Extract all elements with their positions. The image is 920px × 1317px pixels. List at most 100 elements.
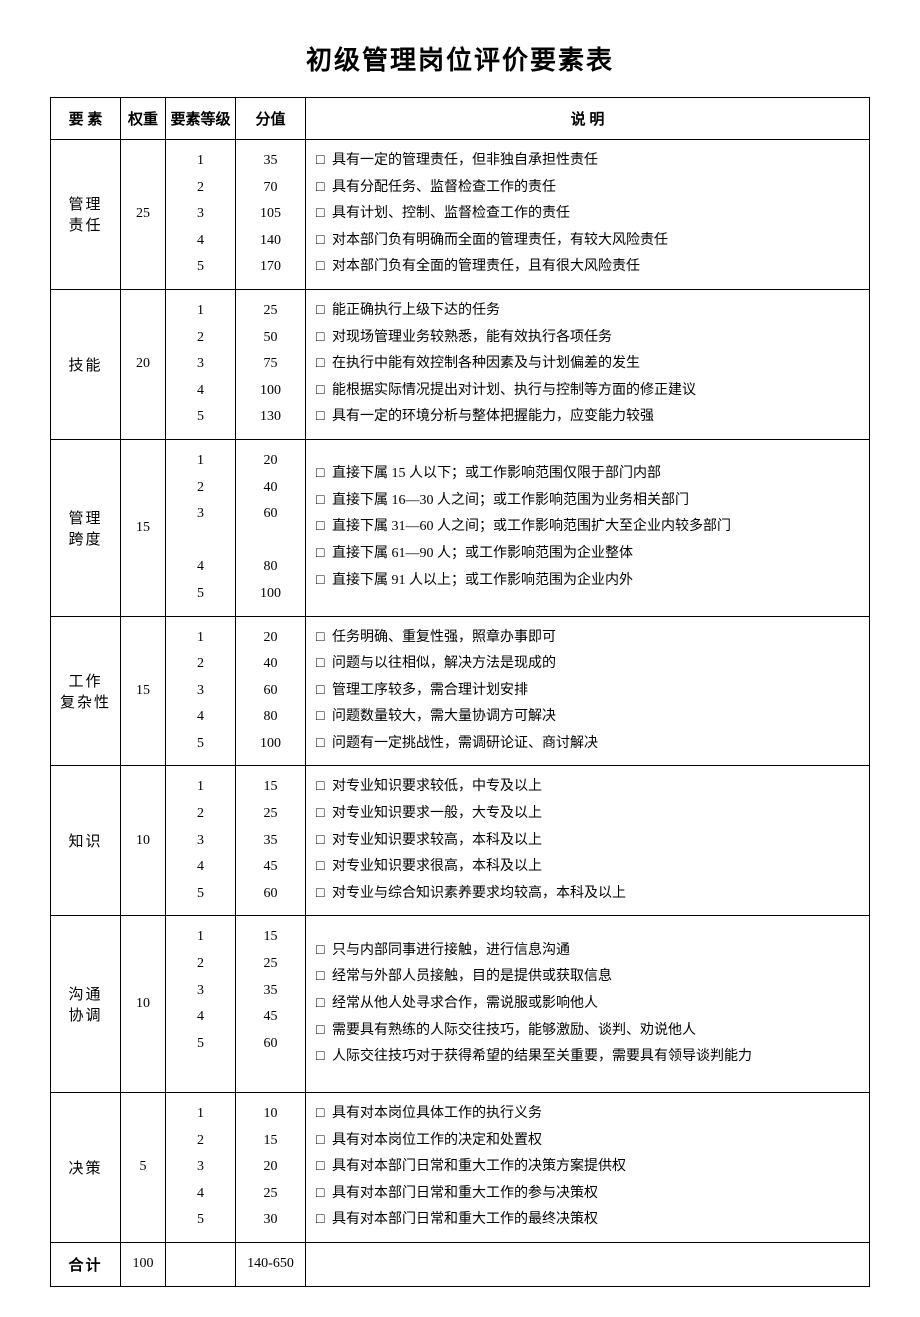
desc-line: □ 经常与外部人员接触，目的是提供或获取信息 <box>316 964 859 991</box>
desc-line: □ 具有对本岗位工作的决定和处置权 <box>316 1128 859 1155</box>
score-value: 40 <box>240 651 301 678</box>
desc-cell: □ 能正确执行上级下达的任务□ 对现场管理业务较熟悉，能有效执行各项任务□ 在执… <box>306 289 870 439</box>
checkbox-icon: □ <box>316 704 324 731</box>
checkbox-icon: □ <box>316 1207 324 1234</box>
desc-line: □ 对专业知识要求一般，大专及以上 <box>316 801 859 828</box>
score-value: 15 <box>240 924 301 951</box>
level-value: 2 <box>170 475 231 502</box>
factor-name-cell: 工作复杂性 <box>51 616 121 766</box>
desc-line: □ 具有分配任务、监督检查工作的责任 <box>316 175 859 202</box>
score-value: 60 <box>240 881 301 908</box>
levels-cell: 12345 <box>166 289 236 439</box>
level-value: 4 <box>170 228 231 255</box>
score-value: 100 <box>240 378 301 405</box>
checkbox-icon: □ <box>316 488 324 515</box>
desc-line: □ 任务明确、重复性强，照章办事即可 <box>316 625 859 652</box>
desc-line: □ 具有计划、控制、监督检查工作的责任 <box>316 201 859 228</box>
score-value: 20 <box>240 1154 301 1181</box>
desc-line: □ 对专业知识要求较高，本科及以上 <box>316 828 859 855</box>
level-value: 1 <box>170 298 231 325</box>
level-value: 2 <box>170 325 231 352</box>
levels-cell: 12345 <box>166 616 236 766</box>
checkbox-icon: □ <box>316 175 324 202</box>
factor-name-cell: 沟通协调 <box>51 916 121 1093</box>
score-value: 45 <box>240 1004 301 1031</box>
level-value: 4 <box>170 1181 231 1208</box>
checkbox-icon: □ <box>316 854 324 881</box>
desc-line: □ 对专业与综合知识素养要求均较高，本科及以上 <box>316 881 859 908</box>
checkbox-icon: □ <box>316 378 324 405</box>
level-value: 3 <box>170 351 231 378</box>
header-weight: 权重 <box>121 98 166 140</box>
checkbox-icon: □ <box>316 801 324 828</box>
levels-cell: 123 45 <box>166 439 236 616</box>
score-value: 10 <box>240 1101 301 1128</box>
checkbox-icon: □ <box>316 881 324 908</box>
score-value: 60 <box>240 1031 301 1058</box>
level-value: 5 <box>170 1031 231 1058</box>
total-level <box>166 1242 236 1286</box>
desc-line: □ 对本部门负有明确而全面的管理责任，有较大风险责任 <box>316 228 859 255</box>
desc-line: □ 具有一定的环境分析与整体把握能力，应变能力较强 <box>316 404 859 431</box>
score-value: 15 <box>240 1128 301 1155</box>
scores-cell: 3570105140170 <box>236 140 306 290</box>
level-value: 3 <box>170 501 231 528</box>
desc-line: □ 具有对本部门日常和重大工作的参与决策权 <box>316 1181 859 1208</box>
checkbox-icon: □ <box>316 1018 324 1045</box>
desc-line: □ 能正确执行上级下达的任务 <box>316 298 859 325</box>
desc-line: □ 直接下属 31—60 人之间；或工作影响范围扩大至企业内较多部门 <box>316 514 859 541</box>
desc-line: □ 经常从他人处寻求合作，需说服或影响他人 <box>316 991 859 1018</box>
desc-line: □ 管理工序较多，需合理计划安排 <box>316 678 859 705</box>
levels-cell: 12345 <box>166 916 236 1093</box>
header-desc: 说 明 <box>306 98 870 140</box>
desc-line: □ 具有对本部门日常和重大工作的最终决策权 <box>316 1207 859 1234</box>
level-value: 5 <box>170 254 231 281</box>
desc-line: □ 对专业知识要求较低，中专及以上 <box>316 774 859 801</box>
scores-cell: 255075100130 <box>236 289 306 439</box>
score-value: 100 <box>240 581 301 608</box>
score-value: 35 <box>240 828 301 855</box>
checkbox-icon: □ <box>316 568 324 595</box>
table-row: 管理跨度15123 45204060 80100□ 直接下属 15 人以下；或工… <box>51 439 870 616</box>
score-value: 25 <box>240 801 301 828</box>
scores-cell: 1015202530 <box>236 1093 306 1243</box>
weight-cell: 15 <box>121 616 166 766</box>
level-value: 2 <box>170 651 231 678</box>
level-value: 3 <box>170 828 231 855</box>
table-row: 管理责任25123453570105140170□ 具有一定的管理责任，但非独自… <box>51 140 870 290</box>
desc-line: □ 直接下属 16—30 人之间；或工作影响范围为业务相关部门 <box>316 488 859 515</box>
level-value: 1 <box>170 1101 231 1128</box>
desc-cell: □ 具有一定的管理责任，但非独自承担性责任□ 具有分配任务、监督检查工作的责任□… <box>306 140 870 290</box>
score-value: 35 <box>240 148 301 175</box>
checkbox-icon: □ <box>316 298 324 325</box>
checkbox-icon: □ <box>316 774 324 801</box>
desc-cell: □ 任务明确、重复性强，照章办事即可□ 问题与以往相似，解决方法是现成的□ 管理… <box>306 616 870 766</box>
score-value: 45 <box>240 854 301 881</box>
score-value: 75 <box>240 351 301 378</box>
score-value: 80 <box>240 704 301 731</box>
total-desc <box>306 1242 870 1286</box>
table-header-row: 要 素 权重 要素等级 分值 说 明 <box>51 98 870 140</box>
checkbox-icon: □ <box>316 514 324 541</box>
level-value: 1 <box>170 448 231 475</box>
table-row: 决策5123451015202530□ 具有对本岗位具体工作的执行义务□ 具有对… <box>51 1093 870 1243</box>
score-value: 30 <box>240 1207 301 1234</box>
scores-cell: 20406080100 <box>236 616 306 766</box>
score-value: 130 <box>240 404 301 431</box>
level-value: 3 <box>170 201 231 228</box>
desc-cell: □ 只与内部同事进行接触，进行信息沟通□ 经常与外部人员接触，目的是提供或获取信… <box>306 916 870 1093</box>
level-value: 1 <box>170 148 231 175</box>
checkbox-icon: □ <box>316 1181 324 1208</box>
table-row: 知识10123451525354560□ 对专业知识要求较低，中专及以上□ 对专… <box>51 766 870 916</box>
score-value: 25 <box>240 1181 301 1208</box>
score-value: 15 <box>240 774 301 801</box>
score-value: 25 <box>240 951 301 978</box>
evaluation-table: 要 素 权重 要素等级 分值 说 明 管理责任25123453570105140… <box>50 97 870 1287</box>
desc-line: □ 只与内部同事进行接触，进行信息沟通 <box>316 938 859 965</box>
checkbox-icon: □ <box>316 1154 324 1181</box>
checkbox-icon: □ <box>316 461 324 488</box>
level-value: 5 <box>170 881 231 908</box>
score-value: 40 <box>240 475 301 502</box>
desc-line: □ 直接下属 61—90 人；或工作影响范围为企业整体 <box>316 541 859 568</box>
checkbox-icon: □ <box>316 201 324 228</box>
